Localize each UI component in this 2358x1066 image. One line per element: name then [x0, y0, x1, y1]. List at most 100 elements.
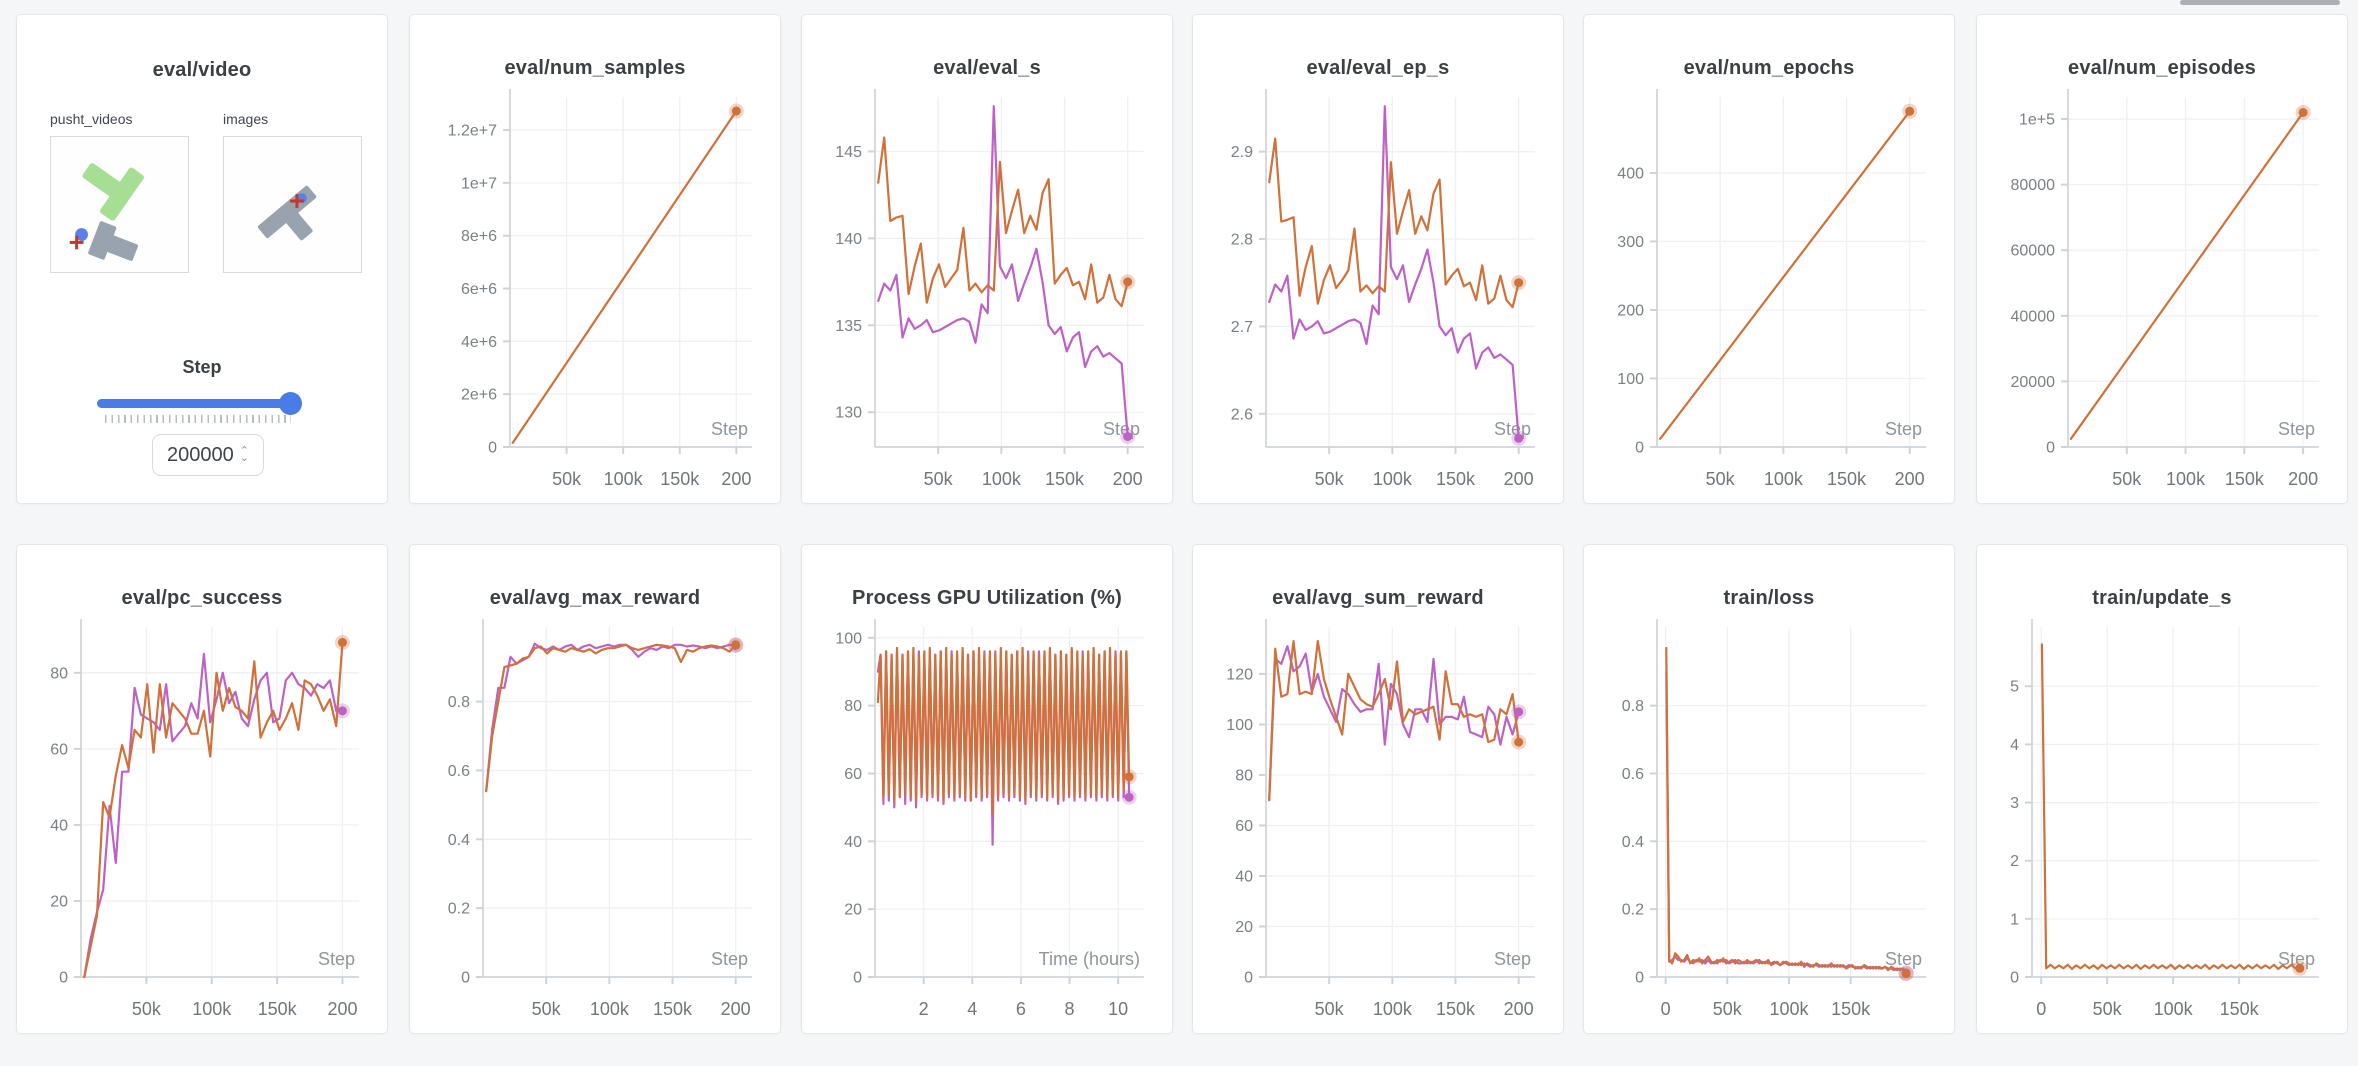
svg-text:Step: Step — [1494, 419, 1531, 439]
svg-text:6: 6 — [1016, 999, 1026, 1019]
panel-eval-num-epochs: eval/num_epochs 0 100 200 300 400 50k 100k 150k… — [1583, 14, 1955, 504]
chart-title: train/update_s — [2092, 587, 2232, 609]
svg-text:0: 0 — [1635, 970, 1644, 987]
svg-text:60: 60 — [50, 741, 68, 758]
svg-text:0: 0 — [488, 440, 497, 457]
chart-eval-avg-max-reward[interactable]: 0 0.2 0.4 0.6 0.8 50k 100k 150k 200 Step — [410, 545, 782, 1035]
svg-text:0: 0 — [461, 970, 470, 987]
svg-text:4: 4 — [2010, 737, 2019, 754]
svg-text:0.6: 0.6 — [448, 763, 470, 780]
chart-title: eval/num_samples — [504, 57, 686, 79]
chart-title: eval/num_epochs — [1683, 57, 1855, 79]
svg-text:40: 40 — [50, 817, 68, 834]
chart-eval-pc-success[interactable]: 0 20 40 60 80 50k 100k 150k 200 Step — [17, 545, 389, 1035]
chart-eval-eval-ep-s[interactable]: 2.6 2.7 2.8 2.9 50k 100k 150k 200 Step — [1193, 15, 1565, 505]
step-input[interactable]: 200000 ⌃ ⌄ — [152, 434, 264, 476]
svg-text:50k: 50k — [132, 999, 162, 1019]
svg-text:0: 0 — [2046, 440, 2055, 457]
svg-text:150k: 150k — [2225, 469, 2265, 489]
svg-text:10: 10 — [1108, 999, 1128, 1019]
svg-text:150k: 150k — [660, 469, 700, 489]
svg-text:60: 60 — [1235, 818, 1253, 835]
svg-text:400: 400 — [1617, 165, 1644, 182]
panel-eval-num-samples: eval/num_samples 0 2e+6 4e+6 6e+6 8e+6 1e+7 1.… — [409, 14, 781, 504]
panel-eval-avg-max-reward: eval/avg_max_reward 0 0.2 0.4 0.6 0.8 50k 100k… — [409, 544, 781, 1034]
step-slider-tickmarks — [105, 415, 291, 423]
svg-text:150k: 150k — [2220, 999, 2260, 1019]
svg-text:0: 0 — [2036, 999, 2046, 1019]
stepper-down-icon[interactable]: ⌄ — [239, 452, 249, 464]
chart-train-update-s[interactable]: 0 1 2 3 4 5 0 50k 100k 150k Step — [1977, 545, 2349, 1035]
svg-text:5: 5 — [2010, 679, 2019, 696]
svg-text:100k: 100k — [192, 999, 232, 1019]
svg-text:100k: 100k — [982, 469, 1022, 489]
panel-train-loss: train/loss 0 0.2 0.4 0.6 0.8 0 50k 100k 150k Step — [1583, 544, 1955, 1034]
svg-text:0.2: 0.2 — [1622, 902, 1644, 919]
svg-text:40: 40 — [1235, 868, 1253, 885]
svg-text:0.8: 0.8 — [1622, 698, 1644, 715]
video-thumbnail-images[interactable] — [223, 136, 362, 273]
chart-eval-num-episodes[interactable]: 0 20000 40000 60000 80000 1e+5 50k 100k 150k 200 S… — [1977, 15, 2349, 505]
svg-text:60000: 60000 — [2011, 243, 2056, 260]
svg-text:Step: Step — [1494, 949, 1531, 969]
svg-text:1e+7: 1e+7 — [461, 175, 497, 192]
chart-train-loss[interactable]: 0 0.2 0.4 0.6 0.8 0 50k 100k 150k Step — [1584, 545, 1956, 1035]
horizontal-scrollbar-thumb[interactable] — [2180, 0, 2340, 5]
svg-text:200: 200 — [1113, 469, 1143, 489]
panel-eval-eval-ep-s: eval/eval_ep_s 2.6 2.7 2.8 2.9 50k 100k 150k 20… — [1192, 14, 1564, 504]
chart-eval-num-epochs[interactable]: 0 100 200 300 400 50k 100k 150k 200 Step — [1584, 15, 1956, 505]
svg-text:50k: 50k — [1315, 469, 1345, 489]
svg-text:50k: 50k — [1315, 999, 1345, 1019]
svg-text:0.8: 0.8 — [448, 694, 470, 711]
svg-text:120: 120 — [1226, 666, 1253, 683]
stepper-up-icon[interactable]: ⌃ — [239, 445, 249, 457]
svg-text:2.6: 2.6 — [1231, 406, 1253, 423]
step-slider-label: Step — [182, 357, 222, 377]
svg-text:8: 8 — [1065, 999, 1075, 1019]
svg-text:0: 0 — [1244, 970, 1253, 987]
svg-text:100k: 100k — [590, 999, 630, 1019]
chart-eval-avg-sum-reward[interactable]: 0 20 40 60 80 100 120 50k 100k 150k 200 Step — [1193, 545, 1565, 1035]
svg-text:2.7: 2.7 — [1231, 319, 1253, 336]
video-thumbnail-pusht[interactable] — [50, 136, 189, 273]
svg-text:1e+5: 1e+5 — [2019, 112, 2055, 129]
panel-gpu-utilization: Process GPU Utilization (%) 0 20 40 60 80 100… — [801, 544, 1173, 1034]
svg-text:20: 20 — [50, 893, 68, 910]
svg-text:200: 200 — [1895, 469, 1925, 489]
svg-text:Step: Step — [711, 419, 748, 439]
svg-text:100: 100 — [835, 630, 862, 647]
chart-title: train/loss — [1723, 587, 1815, 609]
chart-title: eval/avg_sum_reward — [1272, 587, 1484, 609]
svg-text:150k: 150k — [258, 999, 298, 1019]
chart-title: eval/eval_s — [933, 57, 1041, 79]
chart-gpu-utilization[interactable]: 0 20 40 60 80 100 2 4 6 8 10 Time (hours) — [802, 545, 1174, 1035]
svg-text:200: 200 — [1504, 999, 1534, 1019]
svg-text:150k: 150k — [1436, 469, 1476, 489]
svg-text:0: 0 — [1661, 999, 1671, 1019]
video-label-pusht-videos: pusht_videos — [50, 111, 133, 127]
svg-text:4: 4 — [967, 999, 977, 1019]
step-value[interactable]: 200000 — [167, 443, 234, 466]
svg-text:50k: 50k — [2093, 999, 2123, 1019]
svg-text:150k: 150k — [653, 999, 693, 1019]
svg-text:20000: 20000 — [2011, 374, 2056, 391]
svg-text:40000: 40000 — [2011, 308, 2056, 325]
svg-text:Step: Step — [711, 949, 748, 969]
svg-text:200: 200 — [721, 469, 751, 489]
svg-text:50k: 50k — [552, 469, 582, 489]
svg-text:4e+6: 4e+6 — [461, 334, 497, 351]
svg-text:200: 200 — [327, 999, 357, 1019]
chart-eval-num-samples[interactable]: 0 2e+6 4e+6 6e+6 8e+6 1e+7 1.2e+7 50k 100k 150k 20… — [410, 15, 782, 505]
svg-text:6e+6: 6e+6 — [461, 281, 497, 298]
step-slider-track[interactable] — [97, 399, 301, 408]
svg-text:20: 20 — [844, 902, 862, 919]
svg-text:150k: 150k — [1827, 469, 1867, 489]
chart-title: Process GPU Utilization (%) — [852, 587, 1122, 609]
stepper-arrows[interactable]: ⌃ ⌄ — [239, 445, 249, 464]
svg-text:0.4: 0.4 — [448, 832, 470, 849]
svg-text:200: 200 — [721, 999, 751, 1019]
step-slider-thumb[interactable] — [279, 392, 302, 415]
panel-title: eval/video — [152, 59, 252, 81]
panel-eval-num-episodes: eval/num_episodes 0 20000 40000 60000 80000 1… — [1976, 14, 2348, 504]
